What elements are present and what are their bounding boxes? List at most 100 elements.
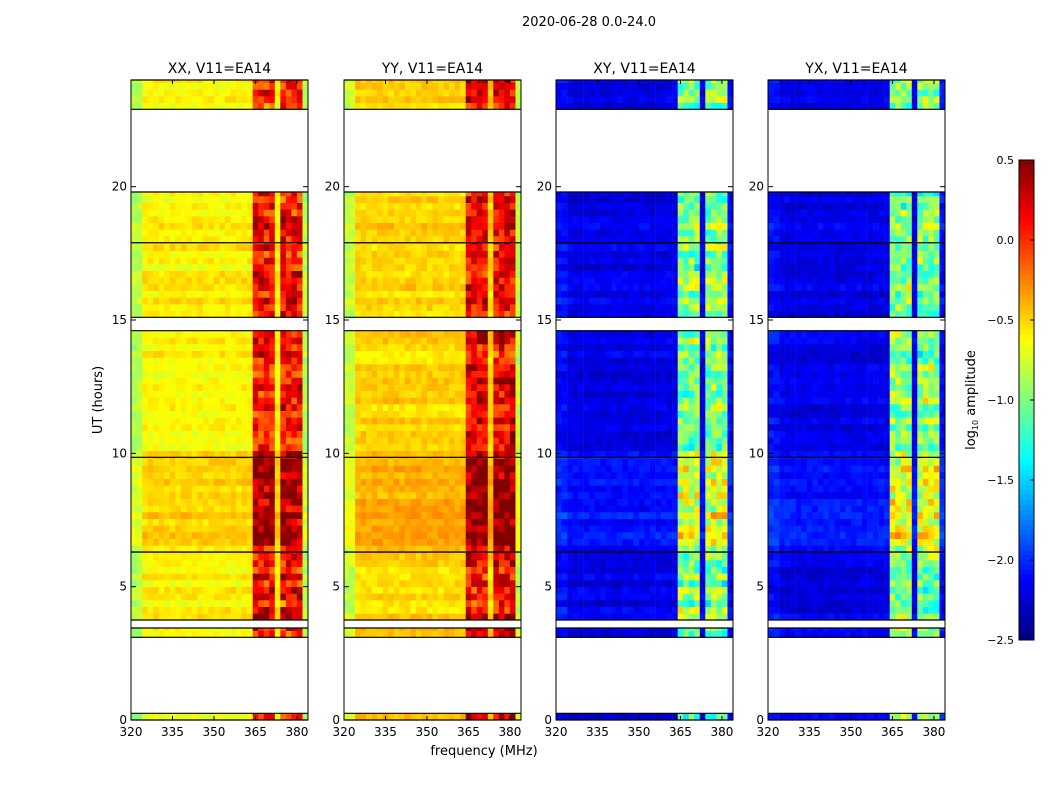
- heatmap-cell: [516, 607, 522, 614]
- heatmap-cell: [186, 304, 192, 311]
- heatmap-cell: [438, 192, 444, 196]
- heatmap-cell: [361, 397, 367, 404]
- heatmap-cell: [253, 337, 259, 344]
- heatmap-cell: [449, 573, 455, 580]
- heatmap-cell: [137, 545, 143, 552]
- heatmap-cell: [192, 236, 198, 243]
- heatmap-cell: [416, 344, 422, 351]
- heatmap-cell: [355, 257, 361, 264]
- heatmap-cell: [361, 424, 367, 431]
- heatmap-cell: [361, 371, 367, 378]
- panel-title: XY, V11=EA14: [593, 61, 695, 77]
- heatmap-cell: [247, 304, 253, 311]
- heatmap-cell: [377, 479, 383, 486]
- heatmap-cell: [628, 607, 634, 614]
- heatmap-cell: [192, 593, 198, 600]
- heatmap-cell: [355, 512, 361, 519]
- heatmap-cell: [269, 472, 275, 479]
- heatmap-cell: [148, 277, 154, 284]
- heatmap-cell: [516, 297, 522, 304]
- heatmap-cell: [142, 593, 148, 600]
- heatmap-cell: [142, 499, 148, 506]
- heatmap-cell: [399, 485, 405, 492]
- heatmap-cell: [488, 451, 494, 458]
- heatmap-cell: [344, 411, 350, 418]
- heatmap-cell: [137, 351, 143, 358]
- heatmap-cell: [303, 613, 309, 620]
- heatmap-cell: [153, 519, 159, 526]
- heatmap-cell: [203, 545, 209, 552]
- heatmap-cell: [383, 587, 389, 594]
- heatmap-cell: [220, 209, 226, 216]
- heatmap-cell: [350, 277, 356, 284]
- heatmap-cell: [388, 236, 394, 243]
- heatmap-cell: [444, 297, 450, 304]
- heatmap-cell: [148, 631, 154, 638]
- heatmap-cell: [236, 587, 242, 594]
- heatmap-cell: [153, 404, 159, 411]
- heatmap-cell: [170, 89, 176, 96]
- heatmap-cell: [236, 505, 242, 512]
- heatmap-cell: [504, 525, 510, 532]
- heatmap-cell: [366, 459, 372, 466]
- heatmap-cell: [247, 492, 253, 499]
- heatmap-cell: [286, 587, 292, 594]
- heatmap-cell: [372, 384, 378, 391]
- heatmap-cell: [159, 613, 165, 620]
- heatmap-cell: [372, 417, 378, 424]
- heatmap-cell: [220, 459, 226, 466]
- heatmap-cell: [291, 331, 297, 338]
- heatmap-cell: [361, 451, 367, 458]
- heatmap-cell: [286, 304, 292, 311]
- heatmap-cell: [449, 607, 455, 614]
- heatmap-cell: [164, 472, 170, 479]
- heatmap-cell: [280, 411, 286, 418]
- heatmap-cell: [438, 257, 444, 264]
- heatmap-cell: [164, 192, 170, 196]
- heatmap-cell: [131, 264, 137, 271]
- heatmap-cell: [258, 492, 264, 499]
- heatmap-cell: [444, 512, 450, 519]
- heatmap-cell: [225, 613, 231, 620]
- heatmap-cell: [444, 257, 450, 264]
- heatmap-cell: [372, 465, 378, 472]
- heatmap-cell: [142, 277, 148, 284]
- heatmap-cell: [170, 337, 176, 344]
- heatmap-cell: [600, 631, 606, 638]
- heatmap-cell: [291, 560, 297, 567]
- heatmap-cell: [164, 223, 170, 230]
- heatmap-cell: [383, 505, 389, 512]
- heatmap-cell: [482, 257, 488, 264]
- heatmap-cell: [477, 103, 483, 110]
- heatmap-cell: [192, 209, 198, 216]
- heatmap-cell: [444, 209, 450, 216]
- heatmap-cell: [355, 539, 361, 546]
- heatmap-cell: [258, 417, 264, 424]
- heatmap-cell: [253, 600, 259, 607]
- heatmap-cell: [186, 364, 192, 371]
- heatmap-cell: [131, 519, 137, 526]
- x-tick-label: 320: [120, 725, 143, 739]
- heatmap-cell: [388, 479, 394, 486]
- heatmap-cell: [297, 404, 303, 411]
- heatmap-cell: [286, 545, 292, 552]
- heatmap-cell: [303, 284, 309, 291]
- heatmap-cell: [303, 593, 309, 600]
- heatmap-cell: [131, 532, 137, 539]
- heatmap-cell: [231, 539, 237, 546]
- heatmap-cell: [153, 545, 159, 552]
- heatmap-cell: [438, 311, 444, 318]
- heatmap-cell: [258, 431, 264, 438]
- heatmap-cell: [280, 271, 286, 278]
- heatmap-cell: [258, 553, 264, 560]
- heatmap-cell: [137, 505, 143, 512]
- heatmap-cell: [482, 631, 488, 638]
- heatmap-cell: [449, 512, 455, 519]
- heatmap-cell: [220, 505, 226, 512]
- heatmap-cell: [388, 600, 394, 607]
- heatmap-cell: [164, 431, 170, 438]
- heatmap-cell: [153, 479, 159, 486]
- heatmap-cell: [170, 553, 176, 560]
- heatmap-cell: [433, 357, 439, 364]
- heatmap-cell: [186, 713, 192, 720]
